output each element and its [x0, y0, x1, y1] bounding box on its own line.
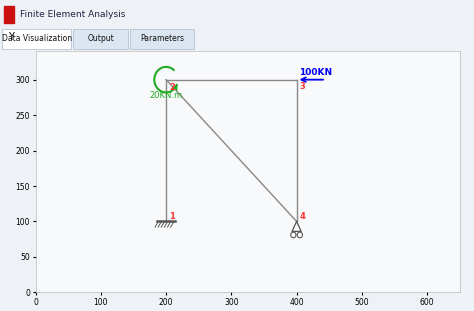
Text: 20KN.m: 20KN.m	[149, 91, 182, 100]
Circle shape	[297, 232, 302, 238]
Text: 100KN: 100KN	[299, 68, 332, 77]
Text: 3: 3	[300, 82, 306, 91]
Bar	[2, 30, 71, 49]
Bar	[130, 30, 194, 49]
Text: Finite Element Analysis: Finite Element Analysis	[20, 10, 125, 19]
Text: Data Visualization: Data Visualization	[2, 34, 72, 43]
Text: Output: Output	[87, 34, 114, 43]
Text: Y: Y	[9, 32, 14, 42]
Bar	[4, 6, 14, 23]
Text: 4: 4	[300, 211, 306, 220]
Text: 1: 1	[169, 211, 174, 220]
Circle shape	[291, 232, 296, 238]
Bar	[73, 30, 128, 49]
Text: 2: 2	[169, 83, 175, 92]
Text: Parameters: Parameters	[140, 34, 184, 43]
